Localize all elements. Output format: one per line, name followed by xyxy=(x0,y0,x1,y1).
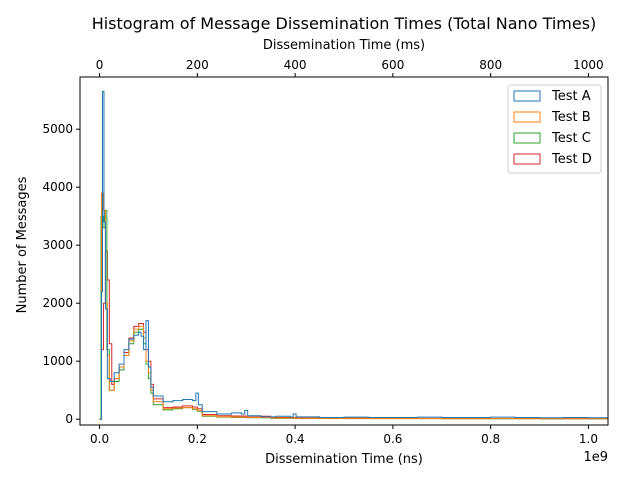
x-tick-label: 0.4 xyxy=(286,432,305,446)
top-x-tick-label: 400 xyxy=(284,58,307,72)
x-tick-label: 1.0 xyxy=(579,432,598,446)
axes-layer: 0.0 0.2 0.4 0.6 0.8 1.0 0 200 400 600 800 1000 0 1000… xyxy=(42,58,609,446)
legend-label-test-c: Test C xyxy=(551,131,591,146)
legend-label-test-b: Test B xyxy=(551,110,591,125)
legend-frame xyxy=(507,84,602,174)
y-tick-label: 2000 xyxy=(42,296,73,310)
series-test-b-outline xyxy=(99,192,608,420)
y-tick-label: 4000 xyxy=(42,180,73,194)
y-tick-label: 0 xyxy=(65,412,73,426)
series-test-a-outline xyxy=(99,91,608,420)
series-layer xyxy=(99,91,608,420)
y-tick-label: 3000 xyxy=(42,238,73,252)
legend: Test A Test B Test C Test D xyxy=(507,84,602,174)
x-tick-label: 0.2 xyxy=(188,432,207,446)
x-tick-label: 0.0 xyxy=(90,432,109,446)
legend-swatch-test-b xyxy=(513,111,541,123)
legend-swatch-test-c xyxy=(513,132,541,144)
top-x-tick-label: 1000 xyxy=(573,58,604,72)
y-tick-label: 1000 xyxy=(42,354,73,368)
legend-swatch-test-d xyxy=(513,153,541,165)
y-tick-label: 5000 xyxy=(42,122,73,136)
legend-label-test-a: Test A xyxy=(551,89,591,104)
legend-label-test-d: Test D xyxy=(551,152,592,167)
plot-frame xyxy=(79,76,609,426)
chart-title: Histogram of Message Dissemination Times… xyxy=(92,14,597,33)
top-x-tick-label: 800 xyxy=(479,58,502,72)
top-x-tick-label: 600 xyxy=(381,58,404,72)
series-test-c-outline xyxy=(99,209,608,420)
top-x-tick-label: 0 xyxy=(96,58,104,72)
x-tick-label: 0.6 xyxy=(383,432,402,446)
series-test-d-outline xyxy=(99,250,608,420)
top-x-tick-label: 200 xyxy=(186,58,209,72)
x-axis-offset-label: 1e9 xyxy=(583,450,608,465)
legend-swatch-test-a xyxy=(513,90,541,102)
y-axis-label: Number of Messages xyxy=(15,176,30,313)
x-tick-label: 0.8 xyxy=(481,432,500,446)
x-axis-label: Dissemination Time (ns) xyxy=(265,452,423,467)
top-x-axis-label: Dissemination Time (ms) xyxy=(263,38,425,53)
